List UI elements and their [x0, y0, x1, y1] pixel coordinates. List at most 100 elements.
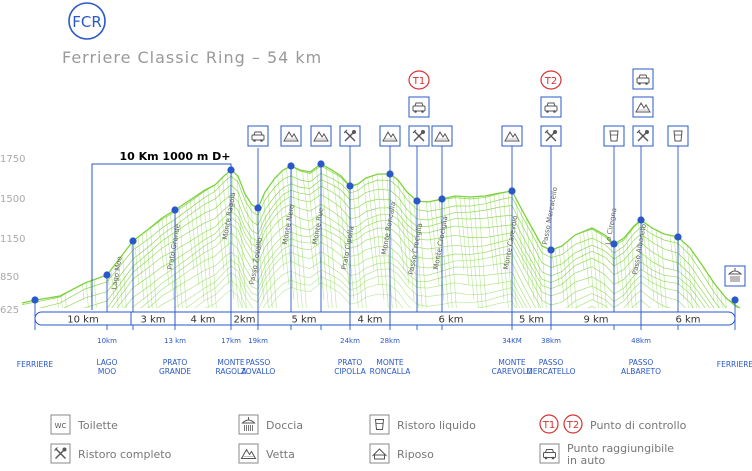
legend: WC Toilette Ristoro completo Doccia Vett…: [50, 414, 687, 467]
legend-reachable-label-1: Punto raggiungibile: [567, 442, 674, 455]
distance-bar-outline: [34, 311, 736, 326]
legend-rest: Riposo: [369, 443, 434, 464]
segment-label: 10 km: [67, 315, 98, 326]
logo-text: FCR: [72, 13, 102, 31]
station-dot: [103, 271, 111, 279]
cup-icon: [375, 419, 384, 430]
car-icon: [247, 125, 269, 147]
station-name: RAGOLA: [215, 367, 247, 376]
mountain-profile: [21, 163, 741, 309]
station-dot: [287, 162, 295, 170]
shower-icon: [724, 265, 746, 287]
segment-label: 5 km: [291, 315, 316, 326]
legend-reachable-label-2: in auto: [567, 454, 606, 467]
station-dot: [386, 170, 394, 178]
station-dot: [637, 216, 645, 224]
station-name: FERRIERE: [17, 360, 54, 369]
legend-checkpoint: T1 T2 Punto di controllo: [539, 414, 687, 434]
car-icon: [540, 96, 562, 118]
summit-icon: [431, 125, 453, 147]
altitude-tick-625: 625: [0, 305, 19, 316]
legend-liquid-label: Ristoro liquido: [397, 419, 476, 432]
station-km: 19km: [248, 337, 268, 345]
fork-knife-icon: [632, 125, 654, 147]
legend-shower-label: Doccia: [266, 419, 303, 432]
fcr-logo: FCR: [68, 2, 106, 40]
station-dot: [346, 182, 354, 190]
altitude-tick-1500: 1500: [0, 194, 25, 205]
profile-label: Monte Bue: [311, 207, 325, 245]
station-name: CAREVOLO: [491, 367, 532, 376]
summit-icon: [241, 449, 256, 459]
checkpoint-t1-label: T1: [412, 76, 425, 87]
station-name: RONCALLA: [370, 367, 412, 376]
car-icon: [632, 68, 654, 90]
fork-knife-icon: [408, 125, 430, 147]
station-name: FERRIERE: [717, 360, 752, 369]
bracket-label: 10 Km 1000 m D+: [119, 150, 230, 163]
altitude-tick-850: 850: [0, 272, 19, 283]
legend-summit: Vetta: [238, 443, 295, 464]
summit-icon: [310, 125, 332, 147]
station-name: MONTE: [217, 358, 245, 367]
legend-liquid: Ristoro liquido: [369, 414, 476, 435]
station-name: GRANDE: [159, 367, 191, 376]
cup-icon: [603, 125, 625, 147]
station-dot: [547, 246, 555, 254]
segment-label: 3 km: [140, 315, 165, 326]
station-markers: [31, 160, 739, 304]
summit-icon: [501, 125, 523, 147]
profile-label: Lo Ciregna: [604, 207, 618, 245]
station-dot: [31, 296, 39, 304]
station-name: ZOVALLO: [241, 367, 276, 376]
station-km: 48km: [631, 337, 651, 345]
segment-label: 5 km: [519, 315, 544, 326]
station-km: 17km: [221, 337, 241, 345]
segment-label: 6 km: [438, 315, 463, 326]
station-dot: [731, 296, 739, 304]
legend-summit-label: Vetta: [266, 448, 295, 461]
segment-label: 6 km: [675, 315, 700, 326]
station-name: PRATO: [338, 358, 363, 367]
legend-rest-label: Riposo: [397, 448, 434, 461]
station-dot: [129, 237, 137, 245]
fork-knife-icon: [339, 125, 361, 147]
station-km: 38km: [541, 337, 561, 345]
summit-icon: [379, 125, 401, 147]
station-dot: [317, 160, 325, 168]
station-dot: [674, 233, 682, 241]
segment-label: 4 km: [190, 315, 215, 326]
station-name: CIPOLLA: [334, 367, 366, 376]
station-km: 10km: [97, 337, 117, 345]
station-label: FERRIERE: [717, 360, 752, 369]
checkpoint-t2-label: T2: [544, 76, 557, 87]
wc-icon: WC: [55, 422, 67, 430]
station-dot: [438, 195, 446, 203]
station-name: MERCATELLO: [526, 367, 575, 376]
station-dot: [227, 166, 235, 174]
checkpoint-t2: T2: [540, 70, 562, 90]
legend-reachable: Punto raggiungibile in auto: [539, 442, 674, 467]
station-name: PRATO: [163, 358, 188, 367]
altitude-axis: 1750 1500 1150 850 625: [0, 154, 25, 316]
station-label: FERRIERE: [17, 360, 54, 369]
fork-knife-icon: [540, 125, 562, 147]
legend-checkpoint-label: Punto di controllo: [590, 419, 687, 432]
legend-full-food: Ristoro completo: [50, 443, 172, 464]
summit-icon: [632, 96, 654, 118]
cup-icon: [667, 125, 689, 147]
car-icon: [543, 449, 556, 460]
station-km: 28km: [380, 337, 400, 345]
station-name: PASSO: [539, 358, 564, 367]
distance-bar: 10 km 3 km 4 km 2km 5 km 4 km 6 km 5 km 9 km 6 km: [34, 311, 736, 326]
station-name: MOO: [98, 367, 116, 376]
